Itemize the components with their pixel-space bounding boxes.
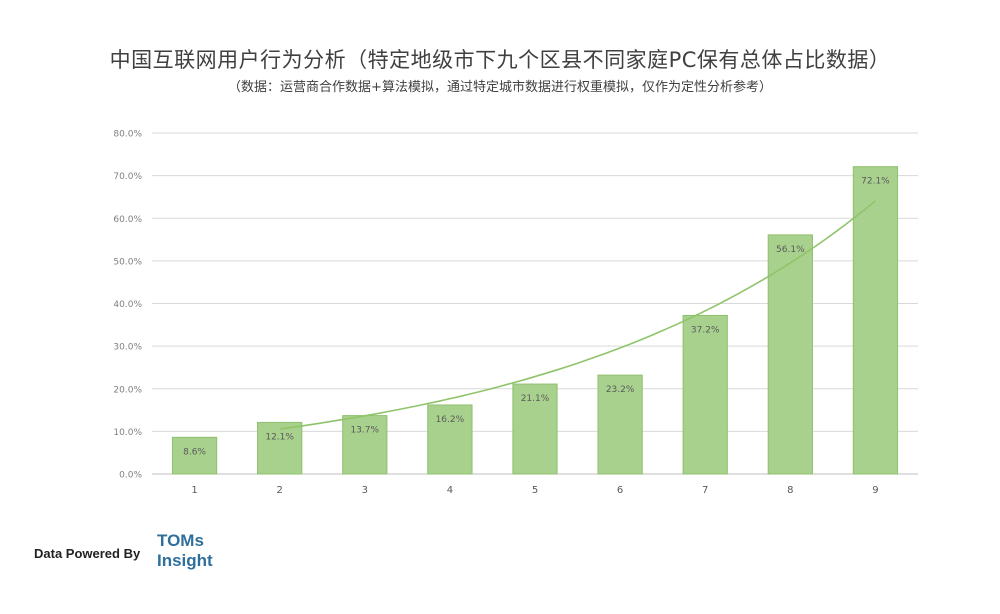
bar — [512, 383, 558, 475]
y-tick-label: 70.0% — [113, 172, 142, 182]
x-tick-label: 5 — [532, 485, 538, 496]
data-label: 8.6% — [183, 447, 206, 457]
y-tick-label: 80.0% — [113, 130, 142, 140]
data-label: 56.1% — [776, 245, 805, 255]
y-axis-ticks: 0.0% 10.0% 20.0% 30.0% 40.0% 50.0% 60.0% 70.0% 8… — [113, 130, 142, 481]
x-tick-label: 3 — [362, 485, 368, 496]
data-label: 37.2% — [691, 325, 720, 335]
data-label: 72.1% — [861, 177, 890, 187]
x-tick-label: 9 — [872, 485, 878, 496]
bars — [171, 166, 899, 475]
bar — [171, 436, 218, 475]
x-tick-label: 4 — [447, 485, 453, 496]
trendline — [279, 200, 876, 430]
bar — [427, 404, 473, 475]
y-tick-label: 10.0% — [113, 428, 142, 438]
y-tick-label: 60.0% — [113, 215, 142, 225]
bar — [257, 421, 303, 475]
data-labels: 8.6% 12.1% 13.7% 16.2% 21.1% 23.2% 37.2% 56.1% 7… — [183, 177, 890, 458]
brand-line-2: Insight — [157, 551, 213, 570]
bar — [342, 415, 388, 475]
bar — [767, 234, 813, 475]
data-label: 21.1% — [521, 394, 550, 404]
y-tick-label: 20.0% — [113, 385, 142, 395]
x-tick-label: 8 — [787, 485, 793, 496]
bar — [852, 166, 899, 475]
data-label: 23.2% — [606, 385, 635, 395]
bar — [597, 374, 643, 475]
x-axis-ticks: 1 2 3 4 5 6 7 8 9 — [191, 485, 878, 496]
y-tick-label: 40.0% — [113, 300, 142, 310]
trendline-path — [279, 200, 876, 430]
x-tick-label: 7 — [702, 485, 708, 496]
x-tick-label: 2 — [276, 485, 282, 496]
data-label: 12.1% — [265, 432, 294, 442]
powered-by-label: Data Powered By — [34, 546, 141, 561]
x-tick-label: 1 — [191, 485, 197, 496]
chart-subtitle: （数据：运营商合作数据+算法模拟，通过特定城市数据进行权重模拟，仅作为定性分析参… — [228, 80, 772, 95]
y-tick-label: 30.0% — [113, 343, 142, 353]
bar — [682, 314, 728, 475]
y-tick-label: 0.0% — [119, 471, 142, 481]
brand-logo: TOMs Insight — [157, 531, 213, 571]
data-label: 16.2% — [436, 415, 465, 425]
data-label: 13.7% — [350, 426, 379, 436]
x-tick-label: 6 — [617, 485, 623, 496]
y-tick-label: 50.0% — [113, 257, 142, 267]
brand-line-1: TOMs — [157, 531, 204, 550]
chart-title: 中国互联网用户行为分析（特定地级市下九个区县不同家庭PC保有总体占比数据） — [109, 48, 891, 72]
